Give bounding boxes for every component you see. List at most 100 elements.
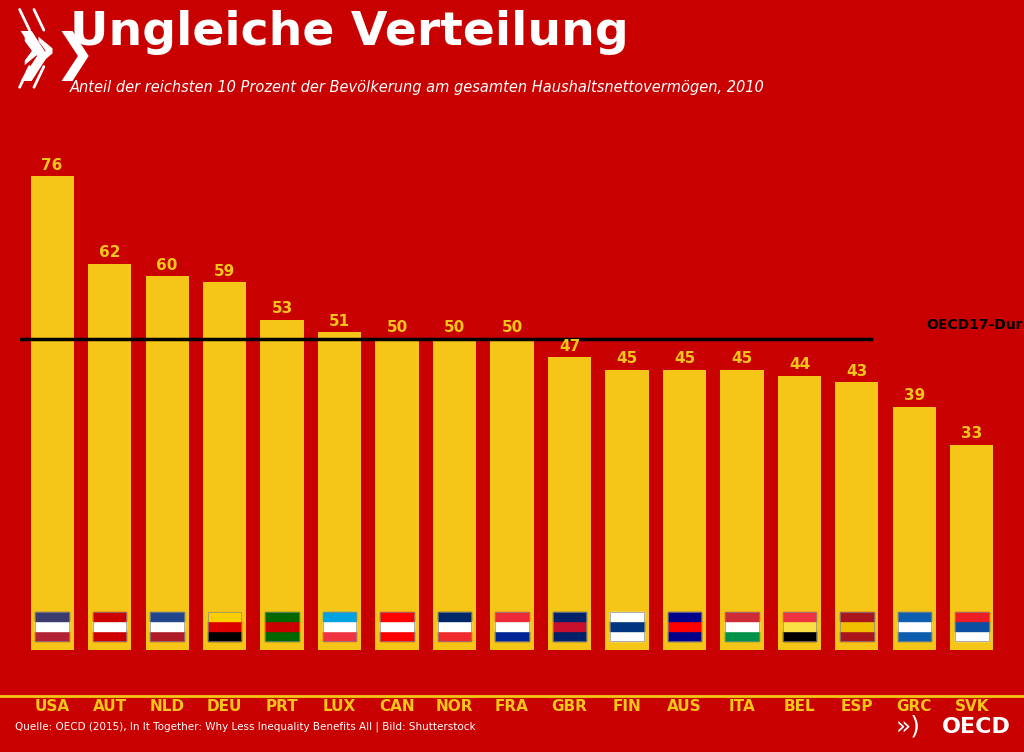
Bar xyxy=(151,611,183,641)
Bar xyxy=(782,611,816,641)
Text: 45: 45 xyxy=(616,351,638,366)
Bar xyxy=(380,611,414,621)
Text: OECD17-Durchschnitt: OECD17-Durchschnitt xyxy=(926,318,1024,332)
Bar xyxy=(836,382,879,650)
Bar xyxy=(31,177,74,650)
Bar xyxy=(955,611,988,641)
Bar xyxy=(782,631,816,641)
Bar xyxy=(725,631,759,641)
Bar xyxy=(553,631,586,641)
Bar xyxy=(610,611,644,621)
Bar xyxy=(955,621,988,631)
Bar xyxy=(893,408,936,650)
Bar xyxy=(490,338,534,650)
Bar xyxy=(438,611,471,621)
Text: Anteil der reichsten 10 Prozent der Bevölkerung am gesamten Haushaltsnettovermög: Anteil der reichsten 10 Prozent der Bevö… xyxy=(70,80,764,95)
Text: 53: 53 xyxy=(271,301,293,316)
Bar xyxy=(36,621,69,631)
Bar xyxy=(955,631,988,641)
Bar xyxy=(88,264,131,650)
Text: Ungleiche Verteilung: Ungleiche Verteilung xyxy=(70,10,629,55)
Bar xyxy=(93,611,126,641)
Bar xyxy=(610,631,644,641)
Bar xyxy=(36,611,69,621)
Text: 51: 51 xyxy=(329,314,350,329)
Bar xyxy=(151,631,183,641)
Bar xyxy=(36,631,69,641)
Bar xyxy=(203,283,246,650)
Bar xyxy=(380,611,414,641)
Bar xyxy=(265,621,299,631)
Bar xyxy=(496,631,528,641)
Bar xyxy=(323,611,356,621)
Bar xyxy=(898,611,931,621)
Bar xyxy=(265,631,299,641)
Bar xyxy=(496,611,528,641)
Bar xyxy=(950,444,993,650)
Text: »: » xyxy=(18,23,56,83)
Bar xyxy=(898,611,931,641)
Bar xyxy=(778,376,821,650)
Bar xyxy=(323,621,356,631)
Bar xyxy=(548,357,591,650)
Bar xyxy=(668,611,701,621)
Bar xyxy=(725,611,759,641)
Bar xyxy=(496,621,528,631)
Bar xyxy=(553,611,586,621)
Bar xyxy=(323,631,356,641)
Bar xyxy=(208,621,242,631)
Bar xyxy=(438,631,471,641)
Bar xyxy=(782,611,816,621)
Text: 50: 50 xyxy=(502,320,522,335)
Bar xyxy=(725,611,759,621)
Bar xyxy=(721,370,764,650)
Bar xyxy=(605,370,648,650)
Bar xyxy=(438,621,471,631)
Bar xyxy=(433,338,476,650)
Bar xyxy=(93,621,126,631)
Bar xyxy=(841,621,873,631)
Text: OECD: OECD xyxy=(942,717,1011,737)
Bar xyxy=(610,621,644,631)
Text: 62: 62 xyxy=(99,245,121,260)
Bar xyxy=(841,611,873,641)
Bar xyxy=(93,631,126,641)
Bar xyxy=(380,631,414,641)
Text: 60: 60 xyxy=(157,257,178,272)
Text: 50: 50 xyxy=(443,320,465,335)
Text: 45: 45 xyxy=(674,351,695,366)
Text: 45: 45 xyxy=(731,351,753,366)
Bar xyxy=(668,631,701,641)
Text: 76: 76 xyxy=(41,158,62,173)
Bar xyxy=(318,332,361,650)
Bar xyxy=(260,320,303,650)
Bar xyxy=(208,611,242,641)
Bar xyxy=(208,611,242,621)
Bar xyxy=(553,611,586,641)
Bar xyxy=(93,611,126,621)
Bar xyxy=(208,631,242,641)
Bar xyxy=(725,621,759,631)
Bar xyxy=(898,621,931,631)
Text: 50: 50 xyxy=(386,320,408,335)
Text: 44: 44 xyxy=(788,357,810,372)
Bar xyxy=(610,611,644,641)
Text: 39: 39 xyxy=(904,389,925,404)
Bar xyxy=(376,338,419,650)
Bar xyxy=(323,611,356,641)
Bar xyxy=(438,611,471,641)
Text: 43: 43 xyxy=(846,363,867,378)
Bar xyxy=(841,631,873,641)
Bar xyxy=(782,621,816,631)
Bar xyxy=(145,276,188,650)
Text: 33: 33 xyxy=(962,426,982,441)
Bar xyxy=(151,611,183,621)
Bar xyxy=(668,621,701,631)
Text: 59: 59 xyxy=(214,264,236,279)
Text: 47: 47 xyxy=(559,338,581,353)
Bar xyxy=(496,611,528,621)
Bar xyxy=(663,370,706,650)
Bar xyxy=(955,611,988,621)
Bar xyxy=(265,611,299,621)
Text: ❯❯: ❯❯ xyxy=(12,31,96,81)
